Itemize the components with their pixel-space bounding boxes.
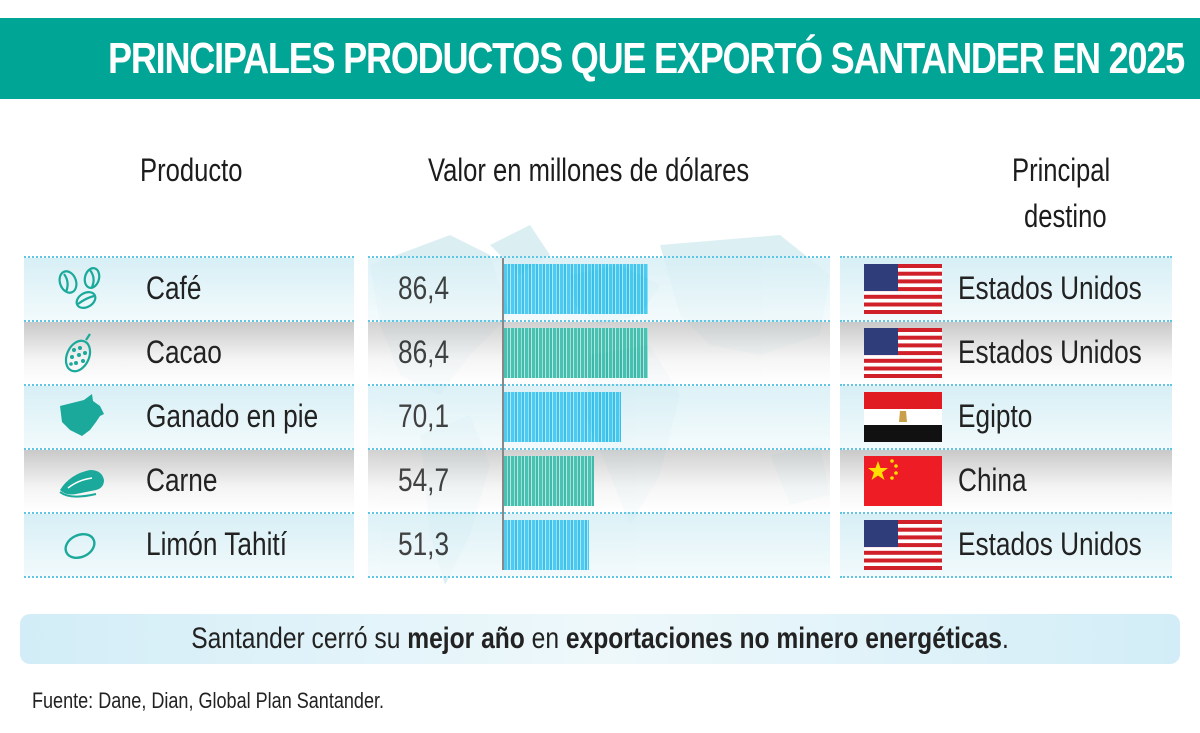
note-bold-best-year: mejor año [407, 622, 525, 655]
product-row: Ganado en pie [24, 386, 354, 448]
value-label: 54,7 [398, 462, 450, 498]
row-divider [368, 320, 830, 324]
row-divider [840, 576, 1172, 580]
product-label: Ganado en pie [146, 398, 319, 434]
product-label: Carne [146, 462, 218, 498]
header-value: Valor en millones de dólares [428, 152, 750, 188]
row-divider [840, 256, 1172, 260]
destination-label: China [958, 462, 1027, 498]
steak-icon [59, 470, 104, 498]
usa-flag-icon [864, 328, 942, 378]
china-flag-icon [864, 456, 942, 506]
destination-row: Estados Unidos [840, 322, 1172, 384]
value-row: 70,1 [368, 386, 830, 448]
destination-label: Estados Unidos [958, 334, 1142, 370]
value-bar [504, 264, 648, 314]
row-divider [368, 384, 830, 388]
row-divider [840, 320, 1172, 324]
destination-row: China [840, 450, 1172, 512]
row-divider [24, 384, 354, 388]
usa-flag-icon [864, 520, 942, 570]
cow-head-icon [60, 394, 104, 436]
value-bar [504, 520, 589, 570]
destination-row: Estados Unidos [840, 258, 1172, 320]
row-divider [368, 576, 830, 580]
cacao-pod-icon [64, 333, 92, 373]
destination-label: Estados Unidos [958, 270, 1142, 306]
value-label: 86,4 [398, 334, 450, 370]
value-row: 54,7 [368, 450, 830, 512]
usa-flag-icon [864, 264, 942, 314]
row-divider [840, 384, 1172, 388]
highlight-note: Santander cerró su mejor año en exportac… [20, 614, 1180, 664]
row-divider [368, 256, 830, 260]
bar-axis-line [502, 258, 504, 570]
note-text: Santander cerró su mejor año en exportac… [124, 614, 1075, 664]
row-divider [24, 320, 354, 324]
row-divider [24, 512, 354, 516]
lime-icon [64, 532, 96, 560]
row-divider [24, 448, 354, 452]
value-label: 70,1 [398, 398, 450, 434]
row-divider [840, 512, 1172, 516]
product-row: Cacao [24, 322, 354, 384]
row-divider [24, 576, 354, 580]
product-row: Carne [24, 450, 354, 512]
header-product: Producto [140, 152, 243, 188]
product-label: Café [146, 270, 202, 306]
egypt-flag-icon [864, 392, 942, 442]
note-prefix: Santander cerró su [191, 622, 408, 655]
row-divider [24, 256, 354, 260]
title-banner: PRINCIPALES PRODUCTOS QUE EXPORTÓ SANTAN… [0, 18, 1200, 99]
header-destination-line1: Principal [1012, 152, 1111, 188]
destination-row: Egipto [840, 386, 1172, 448]
header-destination-line2: destino [1024, 198, 1107, 234]
value-bar [504, 328, 648, 378]
product-row: Limón Tahití [24, 514, 354, 576]
value-bar [504, 392, 621, 442]
product-label: Limón Tahití [146, 526, 288, 562]
destination-label: Egipto [958, 398, 1033, 434]
row-divider [840, 448, 1172, 452]
source-text: Fuente: Dane, Dian, Global Plan Santande… [32, 688, 385, 713]
note-suffix: . [1001, 622, 1009, 655]
destination-label: Estados Unidos [958, 526, 1142, 562]
value-label: 86,4 [398, 270, 450, 306]
chart-title: PRINCIPALES PRODUCTOS QUE EXPORTÓ SANTAN… [108, 34, 1185, 83]
coffee-beans-icon [58, 267, 101, 309]
note-bold-exports: exportaciones no minero energéticas [565, 622, 1002, 655]
value-row: 51,3 [368, 514, 830, 576]
product-row: Café [24, 258, 354, 320]
note-middle: en [524, 622, 566, 655]
destination-row: Estados Unidos [840, 514, 1172, 576]
row-divider [368, 512, 830, 516]
value-bar [504, 456, 594, 506]
value-row: 86,4 [368, 322, 830, 384]
row-divider [368, 448, 830, 452]
value-row: 86,4 [368, 258, 830, 320]
product-label: Cacao [146, 334, 222, 370]
value-label: 51,3 [398, 526, 450, 562]
